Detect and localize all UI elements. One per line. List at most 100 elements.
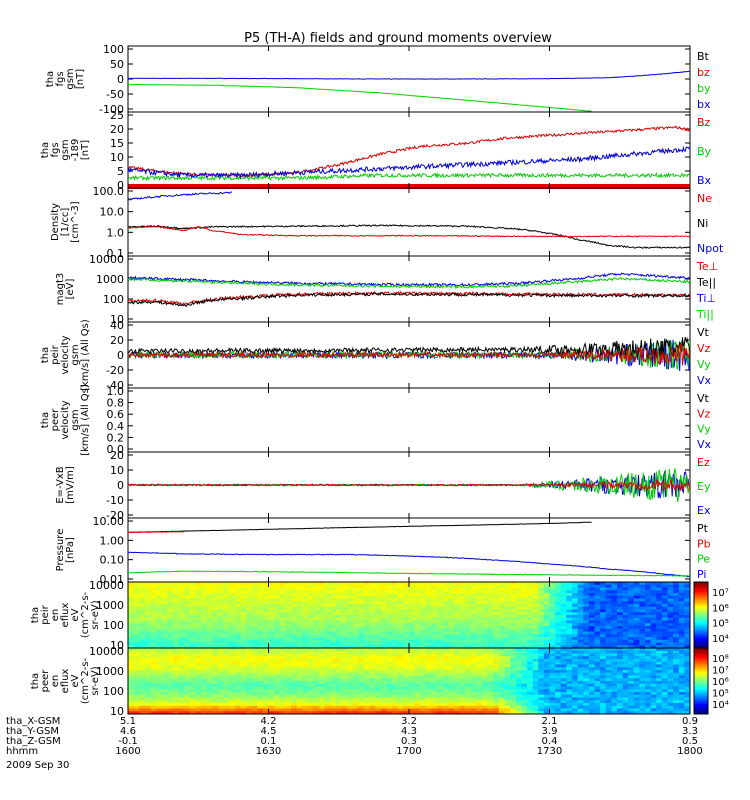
heatmap-cell: [504, 653, 511, 657]
heatmap-cell: [150, 587, 157, 591]
heatmap-cell: [498, 681, 506, 685]
heatmap-cell: [453, 628, 461, 632]
heatmap-cell: [459, 626, 466, 630]
y-tick-label: 10000: [89, 253, 124, 266]
heatmap-cell: [470, 703, 477, 707]
heatmap-cell: [420, 626, 427, 630]
heatmap-cell: [296, 664, 303, 668]
heatmap-cell: [392, 689, 399, 693]
heatmap-cell: [279, 689, 286, 693]
heatmap-cell: [217, 700, 225, 704]
heatmap-cell: [555, 686, 562, 690]
heatmap-cell: [645, 628, 652, 632]
heatmap-cell: [296, 604, 303, 608]
heatmap-cell: [437, 617, 444, 621]
heatmap-cell: [684, 683, 691, 687]
heatmap-cell: [571, 612, 579, 616]
heatmap-cell: [521, 584, 528, 588]
heatmap-cell: [302, 670, 309, 674]
colorbar-segment: [694, 608, 708, 611]
heatmap-cell: [510, 667, 517, 671]
heatmap-cell: [594, 623, 601, 627]
heatmap-cell: [566, 661, 573, 665]
heatmap-cell: [504, 623, 511, 627]
heatmap-cell: [257, 692, 264, 696]
heatmap-cell: [465, 678, 472, 682]
heatmap-cell: [420, 601, 427, 605]
y-tick-label: 100.0: [93, 185, 125, 198]
heatmap-cell: [661, 598, 669, 602]
heatmap-cell: [128, 681, 135, 685]
heatmap-cell: [420, 634, 427, 638]
heatmap-cell: [290, 672, 298, 676]
heatmap-cell: [358, 675, 365, 679]
heatmap-cell: [504, 634, 511, 638]
heatmap-cell: [616, 631, 624, 635]
legend-Pe: Pe: [697, 553, 710, 566]
colorbar-segment: [694, 598, 708, 601]
heatmap-cell: [397, 601, 404, 605]
heatmap-cell: [639, 692, 646, 696]
heatmap-cell: [313, 683, 320, 687]
heatmap-cell: [212, 705, 219, 709]
heatmap-cell: [571, 582, 579, 586]
heatmap-cell: [555, 639, 562, 643]
heatmap-cell: [178, 584, 185, 588]
heatmap-cell: [352, 692, 359, 696]
heatmap-cell: [510, 650, 517, 654]
heatmap-cell: [274, 645, 281, 649]
heatmap-cell: [487, 683, 494, 687]
heatmap-cell: [217, 650, 225, 654]
heatmap-cell: [498, 584, 506, 588]
heatmap-cell: [156, 612, 163, 616]
heatmap-cell: [268, 672, 275, 676]
heatmap-cell: [296, 617, 303, 621]
heatmap-cell: [189, 705, 196, 709]
heatmap-cell: [133, 598, 140, 602]
heatmap-cell: [341, 689, 348, 693]
y-tick-label: 10: [110, 464, 124, 477]
heatmap-cell: [139, 678, 146, 682]
heatmap-cell: [532, 689, 539, 693]
heatmap-cell: [330, 697, 337, 701]
heatmap-cell: [386, 697, 393, 701]
heatmap-cell: [375, 705, 382, 709]
heatmap-cell: [375, 661, 382, 665]
heatmap-cell: [493, 703, 500, 707]
heatmap-cell: [493, 623, 500, 627]
heatmap-cell: [673, 648, 680, 652]
heatmap-cell: [251, 642, 258, 646]
heatmap-cell: [493, 672, 500, 676]
heatmap-cell: [167, 609, 174, 613]
heatmap-cell: [296, 628, 303, 632]
heatmap-cell: [206, 697, 213, 701]
heatmap-cell: [673, 598, 680, 602]
heatmap-cell: [594, 653, 601, 657]
heatmap-cell: [257, 639, 264, 643]
heatmap-cell: [313, 692, 320, 696]
heatmap-cell: [128, 612, 135, 616]
heatmap-cell: [341, 587, 348, 591]
heatmap-cell: [212, 634, 219, 638]
heatmap-cell: [223, 656, 230, 660]
heatmap-cell: [369, 642, 376, 646]
heatmap-cell: [532, 620, 539, 624]
heatmap-cell: [206, 617, 213, 621]
legend-Ey: Ey: [697, 480, 711, 493]
heatmap-cell: [150, 675, 157, 679]
heatmap-cell: [386, 656, 393, 660]
heatmap-cell: [223, 697, 230, 701]
heatmap-cell: [397, 584, 404, 588]
heatmap-cell: [465, 653, 472, 657]
heatmap-cell: [240, 617, 247, 621]
heatmap-cell: [234, 670, 241, 674]
heatmap-cell: [397, 667, 404, 671]
heatmap-cell: [555, 670, 562, 674]
heatmap-cell: [487, 689, 494, 693]
heatmap-cell: [498, 587, 506, 591]
heatmap-cell: [375, 667, 382, 671]
heatmap-cell: [498, 664, 506, 668]
heatmap-cell: [498, 683, 506, 687]
heatmap-cell: [504, 642, 511, 646]
heatmap-cell: [335, 598, 343, 602]
